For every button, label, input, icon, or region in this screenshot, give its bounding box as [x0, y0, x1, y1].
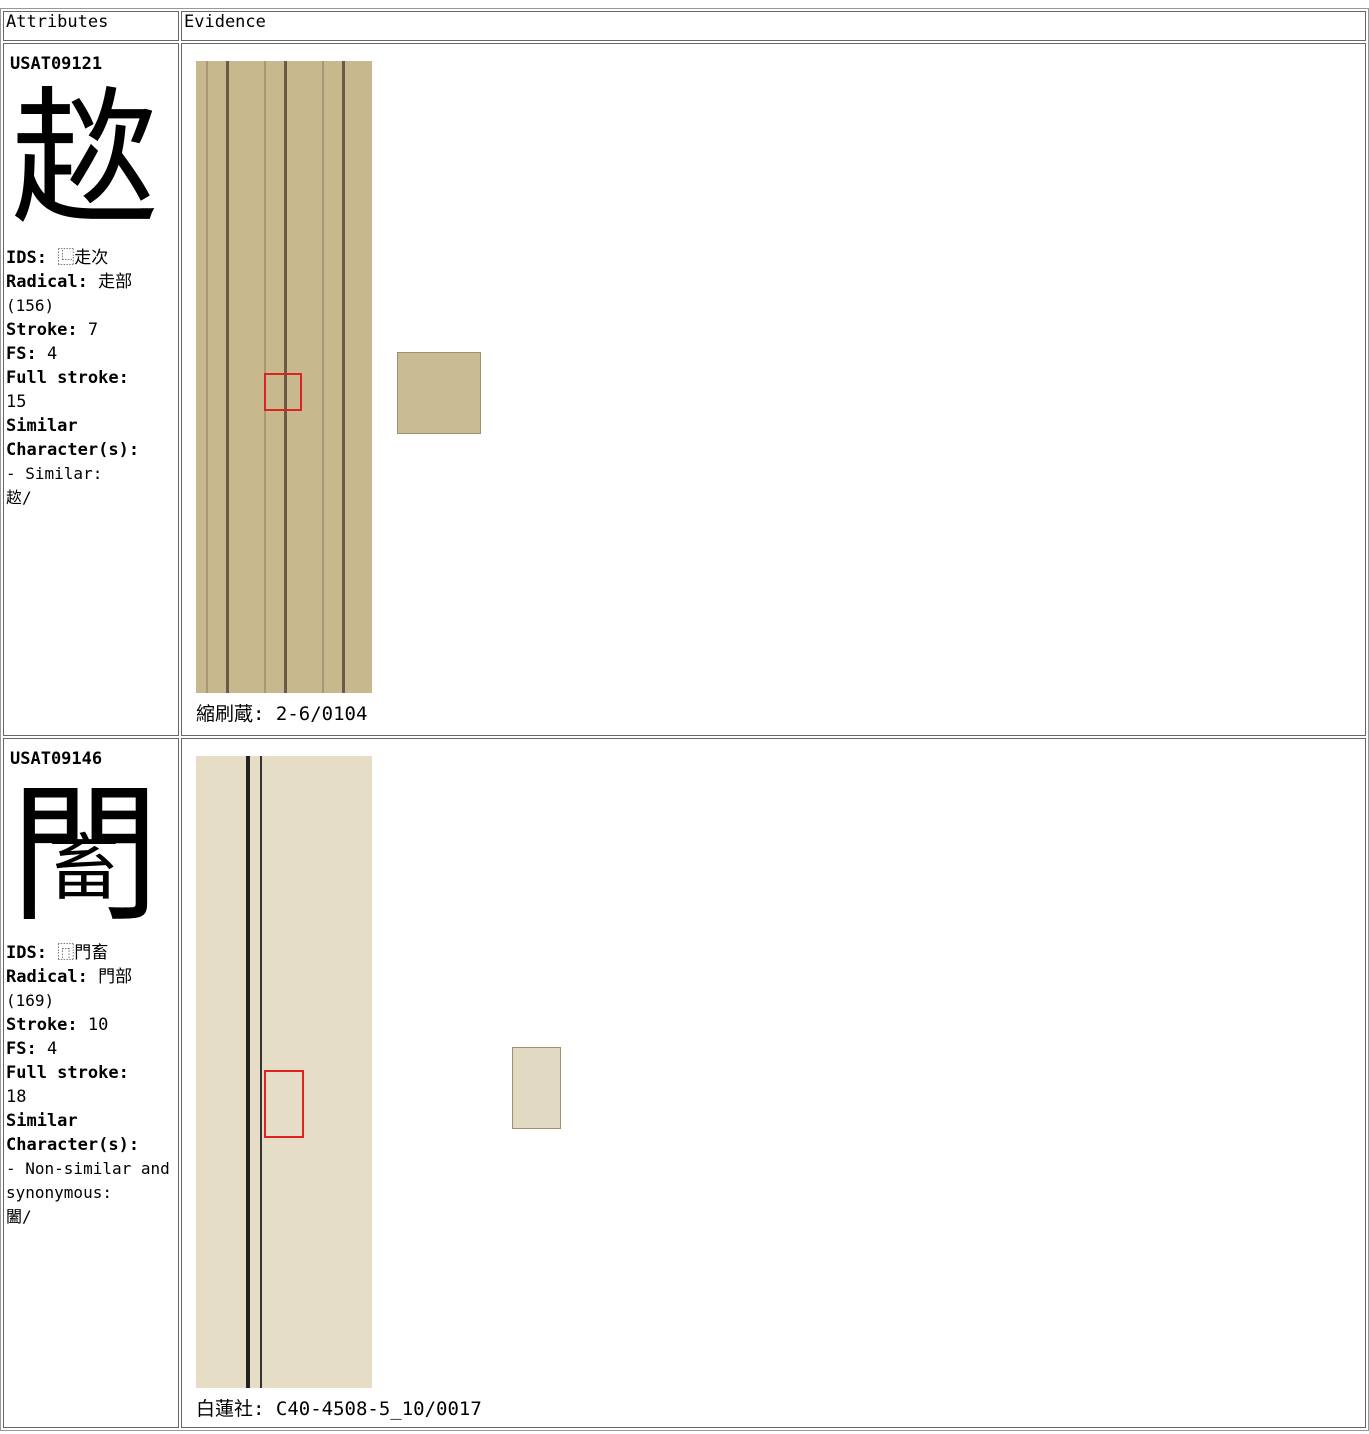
header-cell: Attributes	[3, 11, 179, 41]
value: 15	[6, 392, 27, 412]
label: Stroke:	[6, 1015, 78, 1035]
char-id: USAT09146	[10, 749, 103, 769]
label: FS:	[6, 344, 37, 364]
label: Radical:	[6, 967, 88, 987]
scan-image	[196, 61, 372, 693]
value: 門部	[98, 967, 133, 987]
value: (156)	[6, 296, 55, 315]
char-id: USAT09121	[10, 54, 103, 74]
value: 18	[6, 1087, 27, 1107]
highlight-box	[264, 1070, 304, 1138]
label: FS:	[6, 1039, 37, 1059]
value: 4	[46, 1039, 58, 1059]
value: (169)	[6, 991, 55, 1010]
evidence-table: Attributes Evidence USAT09121 趑 IDS: ⿺走次…	[0, 8, 1369, 1431]
attributes-cell: USAT09121 趑 IDS: ⿺走次 Radical: 走部 (156) S…	[3, 43, 179, 736]
value: - Similar:	[6, 464, 103, 483]
caption: 白蓮社: C40-4508-5_10/0017	[196, 1398, 482, 1420]
crop-image	[397, 352, 481, 434]
glyph: 趑	[10, 74, 161, 248]
scan-image	[196, 756, 372, 1388]
value: - Non-similar and synonymous:	[6, 1159, 170, 1202]
value: 走部	[98, 272, 133, 292]
label: Stroke:	[6, 320, 78, 340]
value: 4	[46, 344, 58, 364]
label: IDS:	[6, 943, 47, 963]
glyph-part: 門	[10, 769, 161, 943]
label: Full stroke:	[6, 368, 129, 388]
label: Full stroke:	[6, 1063, 129, 1083]
caption: 縮刷蔵: 2-6/0104	[196, 703, 368, 725]
label: Similar Character(s):	[6, 1111, 140, 1155]
evidence-cell: 縮刷蔵: 2-6/0104	[181, 43, 1366, 736]
glyph: 門 畜	[10, 771, 160, 941]
evidence-cell: 白蓮社: C40-4508-5_10/0017	[181, 738, 1366, 1428]
crop-image	[512, 1047, 561, 1129]
value: 7	[87, 320, 99, 340]
value: ⿺走次	[57, 248, 109, 268]
attributes-cell: USAT09146 門 畜 IDS: ⿵門畜 Radical: 門部 (169)…	[3, 738, 179, 1428]
value: 10	[87, 1015, 109, 1035]
value: ⿵門畜	[57, 943, 109, 963]
highlight-box	[264, 373, 302, 411]
label: IDS:	[6, 248, 47, 268]
value: 趑/	[6, 488, 32, 507]
value: 闔/	[6, 1207, 32, 1226]
label: Similar Character(s):	[6, 416, 140, 460]
header-cell: Evidence	[181, 11, 1366, 41]
glyph-part: 畜	[48, 826, 121, 910]
label: Radical:	[6, 272, 88, 292]
